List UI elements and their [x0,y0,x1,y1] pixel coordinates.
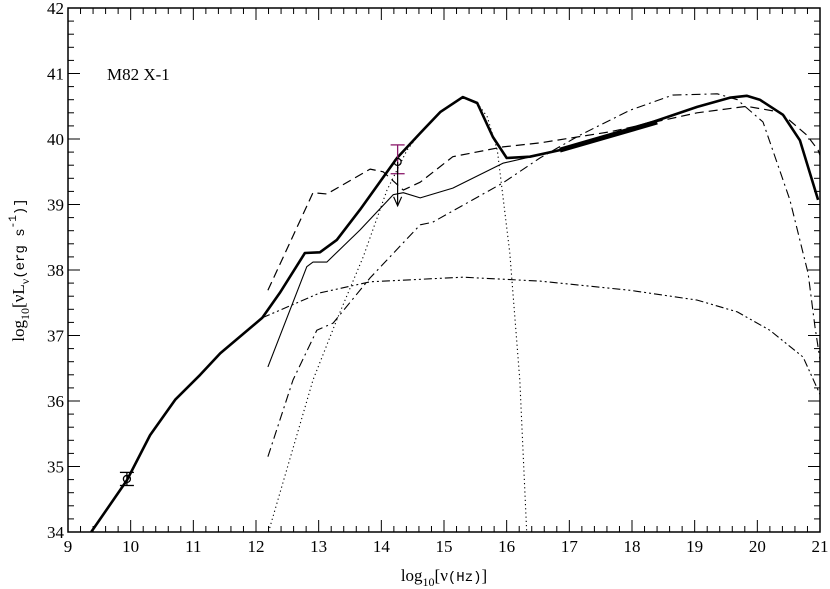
x-label-nu: ν [440,566,448,585]
y-label-sub: 10 [18,308,32,320]
series-dash-dot-dot [262,276,820,395]
series-xray-powerlaw [559,119,658,153]
x-tick-label: 14 [373,537,391,556]
x-tick-label: 18 [624,537,641,556]
x-tick-label: 16 [498,537,515,556]
x-tick-label: 12 [248,537,265,556]
arrow-head-icon [393,196,403,208]
y-label-close: )] [13,198,29,215]
y-tick-label: 42 [47,0,64,18]
y-label-nu-sub: ν [18,278,32,284]
x-tick-label: 13 [310,537,327,556]
ticks: 9 10 11 12 13 14 15 16 17 18 19 20 21 34 35 36 37 38 39 40 4… [47,0,829,556]
x-tick-label: 19 [686,537,703,556]
x-tick-label: 11 [185,537,201,556]
series-dash-dot [267,93,820,457]
source-annotation: M82 X-1 [107,65,170,84]
y-label-nuL: νL [9,284,28,302]
point-marker [122,474,132,484]
x-tick-label: 15 [436,537,453,556]
upper-limit-arrow [393,161,403,208]
y-tick-label: 37 [47,327,65,346]
x-tick-label: 17 [561,537,579,556]
y-tick-label: 38 [47,261,64,280]
x-label-sub: 10 [423,575,435,589]
y-label-open: [ [9,302,28,308]
data-point-radio [119,471,134,487]
plot-frame [67,7,821,533]
x-label-unit: (Hz) [448,570,482,586]
x-label-close: ] [482,566,488,585]
y-label-log: log [9,319,28,341]
series-total [90,94,820,532]
series-solid-thin [267,154,541,368]
y-tick-label: 35 [47,458,64,477]
x-tick-label: 10 [122,537,139,556]
y-tick-label: 39 [47,196,64,215]
y-tick-label: 34 [47,523,65,542]
y-label-unit: (erg s [13,228,29,278]
y-tick-label: 36 [47,392,64,411]
y-tick-label: 40 [47,130,64,149]
y-label-exp: -1 [8,215,20,229]
y-axis-label: log10[νLν(erg s-1)] [8,198,32,341]
x-tick-label: 21 [812,537,829,556]
x-label-open: [ [435,566,441,585]
curves [90,93,820,532]
y-tick-label: 41 [47,65,64,84]
data-points [119,144,405,487]
x-tick-label: 9 [64,537,73,556]
x-label-log: log [401,566,423,585]
series-dashed [267,105,820,291]
x-tick-label: 20 [749,537,766,556]
x-axis-label: log10[ν(Hz)] [401,566,487,589]
